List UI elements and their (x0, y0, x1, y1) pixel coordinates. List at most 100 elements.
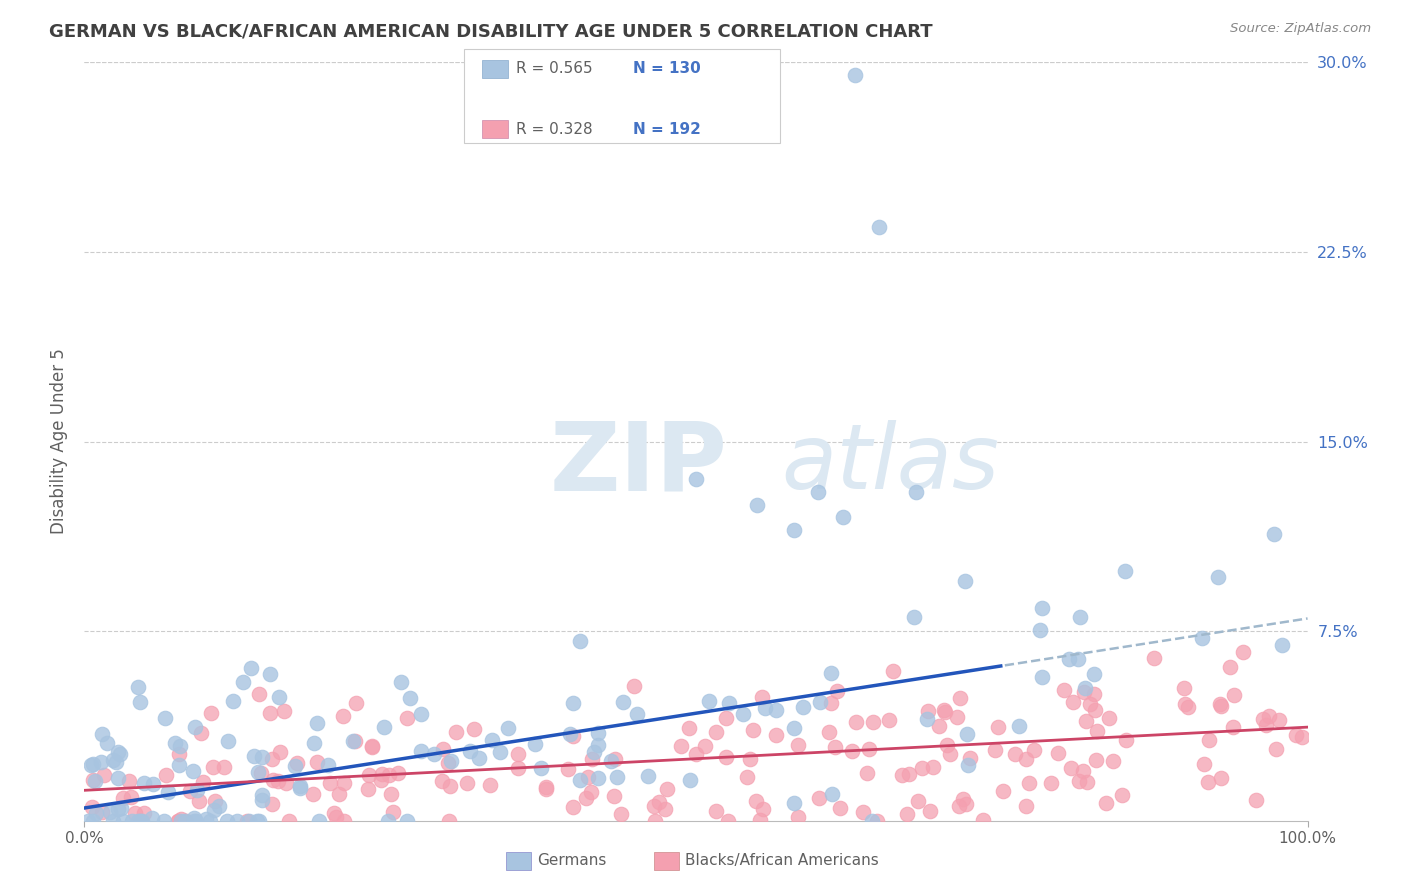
Point (184, 814, 207, 828)
Point (1209, 772, 1232, 786)
Point (808, 695, 831, 709)
Point (131, 814, 153, 828)
Point (82, 757, 104, 772)
Point (481, 733, 503, 747)
Point (118, 773, 141, 788)
Point (247, 814, 270, 828)
Point (1244, 792, 1267, 806)
Point (1173, 681, 1195, 696)
Point (250, 793, 273, 807)
Point (956, 726, 979, 740)
Point (249, 765, 271, 780)
Point (862, 714, 884, 729)
Point (129, 814, 152, 828)
Point (98, 805, 121, 820)
Point (716, 750, 738, 764)
Point (396, 711, 419, 725)
Point (1040, 776, 1063, 790)
Point (1209, 697, 1232, 711)
Point (1177, 700, 1199, 714)
Point (818, 725, 841, 739)
Point (359, 768, 381, 782)
Point (169, 739, 191, 754)
Point (387, 765, 409, 780)
Point (82, 800, 104, 814)
Point (783, 797, 806, 811)
Point (463, 722, 485, 736)
Point (82, 773, 104, 788)
Point (745, 794, 768, 808)
Point (398, 690, 420, 705)
Point (783, 523, 806, 537)
Point (1046, 746, 1069, 760)
Point (409, 744, 432, 758)
Point (1031, 670, 1053, 684)
Point (693, 739, 716, 754)
Point (600, 755, 623, 769)
Point (748, 813, 770, 827)
Point (953, 574, 976, 588)
Point (198, 814, 221, 828)
Point (259, 666, 281, 681)
Point (432, 741, 454, 756)
Point (1115, 732, 1137, 747)
Point (685, 747, 707, 761)
Point (1263, 527, 1285, 541)
Point (952, 792, 974, 806)
Point (288, 781, 311, 796)
Point (132, 776, 155, 790)
Point (183, 814, 205, 828)
Point (717, 814, 740, 828)
Point (898, 766, 921, 780)
Point (181, 764, 204, 779)
Point (1198, 733, 1220, 747)
Point (307, 715, 329, 730)
Point (685, 473, 707, 487)
Point (959, 751, 981, 765)
Point (786, 810, 808, 824)
Point (741, 723, 763, 737)
Point (77, 814, 100, 828)
Point (285, 756, 308, 770)
Point (610, 807, 633, 822)
Point (911, 761, 934, 775)
Point (194, 812, 217, 826)
Point (972, 814, 994, 828)
Point (82, 814, 104, 828)
Point (860, 814, 883, 828)
Point (101, 753, 124, 767)
Point (155, 767, 177, 781)
Point (423, 747, 446, 761)
Point (993, 784, 1015, 798)
Point (107, 771, 129, 785)
Point (174, 814, 197, 828)
Text: GERMAN VS BLACK/AFRICAN AMERICAN DISABILITY AGE UNDER 5 CORRELATION CHART: GERMAN VS BLACK/AFRICAN AMERICAN DISABIL… (49, 22, 932, 40)
Point (534, 781, 557, 796)
Point (1206, 570, 1229, 584)
Point (370, 772, 392, 787)
Point (439, 814, 461, 828)
Point (302, 736, 325, 750)
Point (489, 745, 512, 759)
Point (112, 814, 135, 828)
Point (782, 721, 804, 735)
Point (1067, 651, 1090, 665)
Point (153, 711, 176, 725)
Point (1291, 730, 1313, 744)
Point (612, 695, 634, 709)
Text: R = 0.328: R = 0.328 (516, 122, 592, 136)
Point (704, 724, 727, 739)
Point (479, 779, 502, 793)
Point (623, 680, 645, 694)
Point (905, 485, 928, 500)
Point (344, 696, 367, 710)
Point (866, 814, 889, 828)
Point (928, 719, 950, 733)
Point (1022, 743, 1045, 757)
Point (124, 805, 146, 820)
Text: Blacks/African Americans: Blacks/African Americans (685, 854, 879, 868)
Point (190, 725, 212, 739)
Point (581, 752, 603, 766)
Point (107, 802, 129, 816)
Point (456, 776, 478, 790)
